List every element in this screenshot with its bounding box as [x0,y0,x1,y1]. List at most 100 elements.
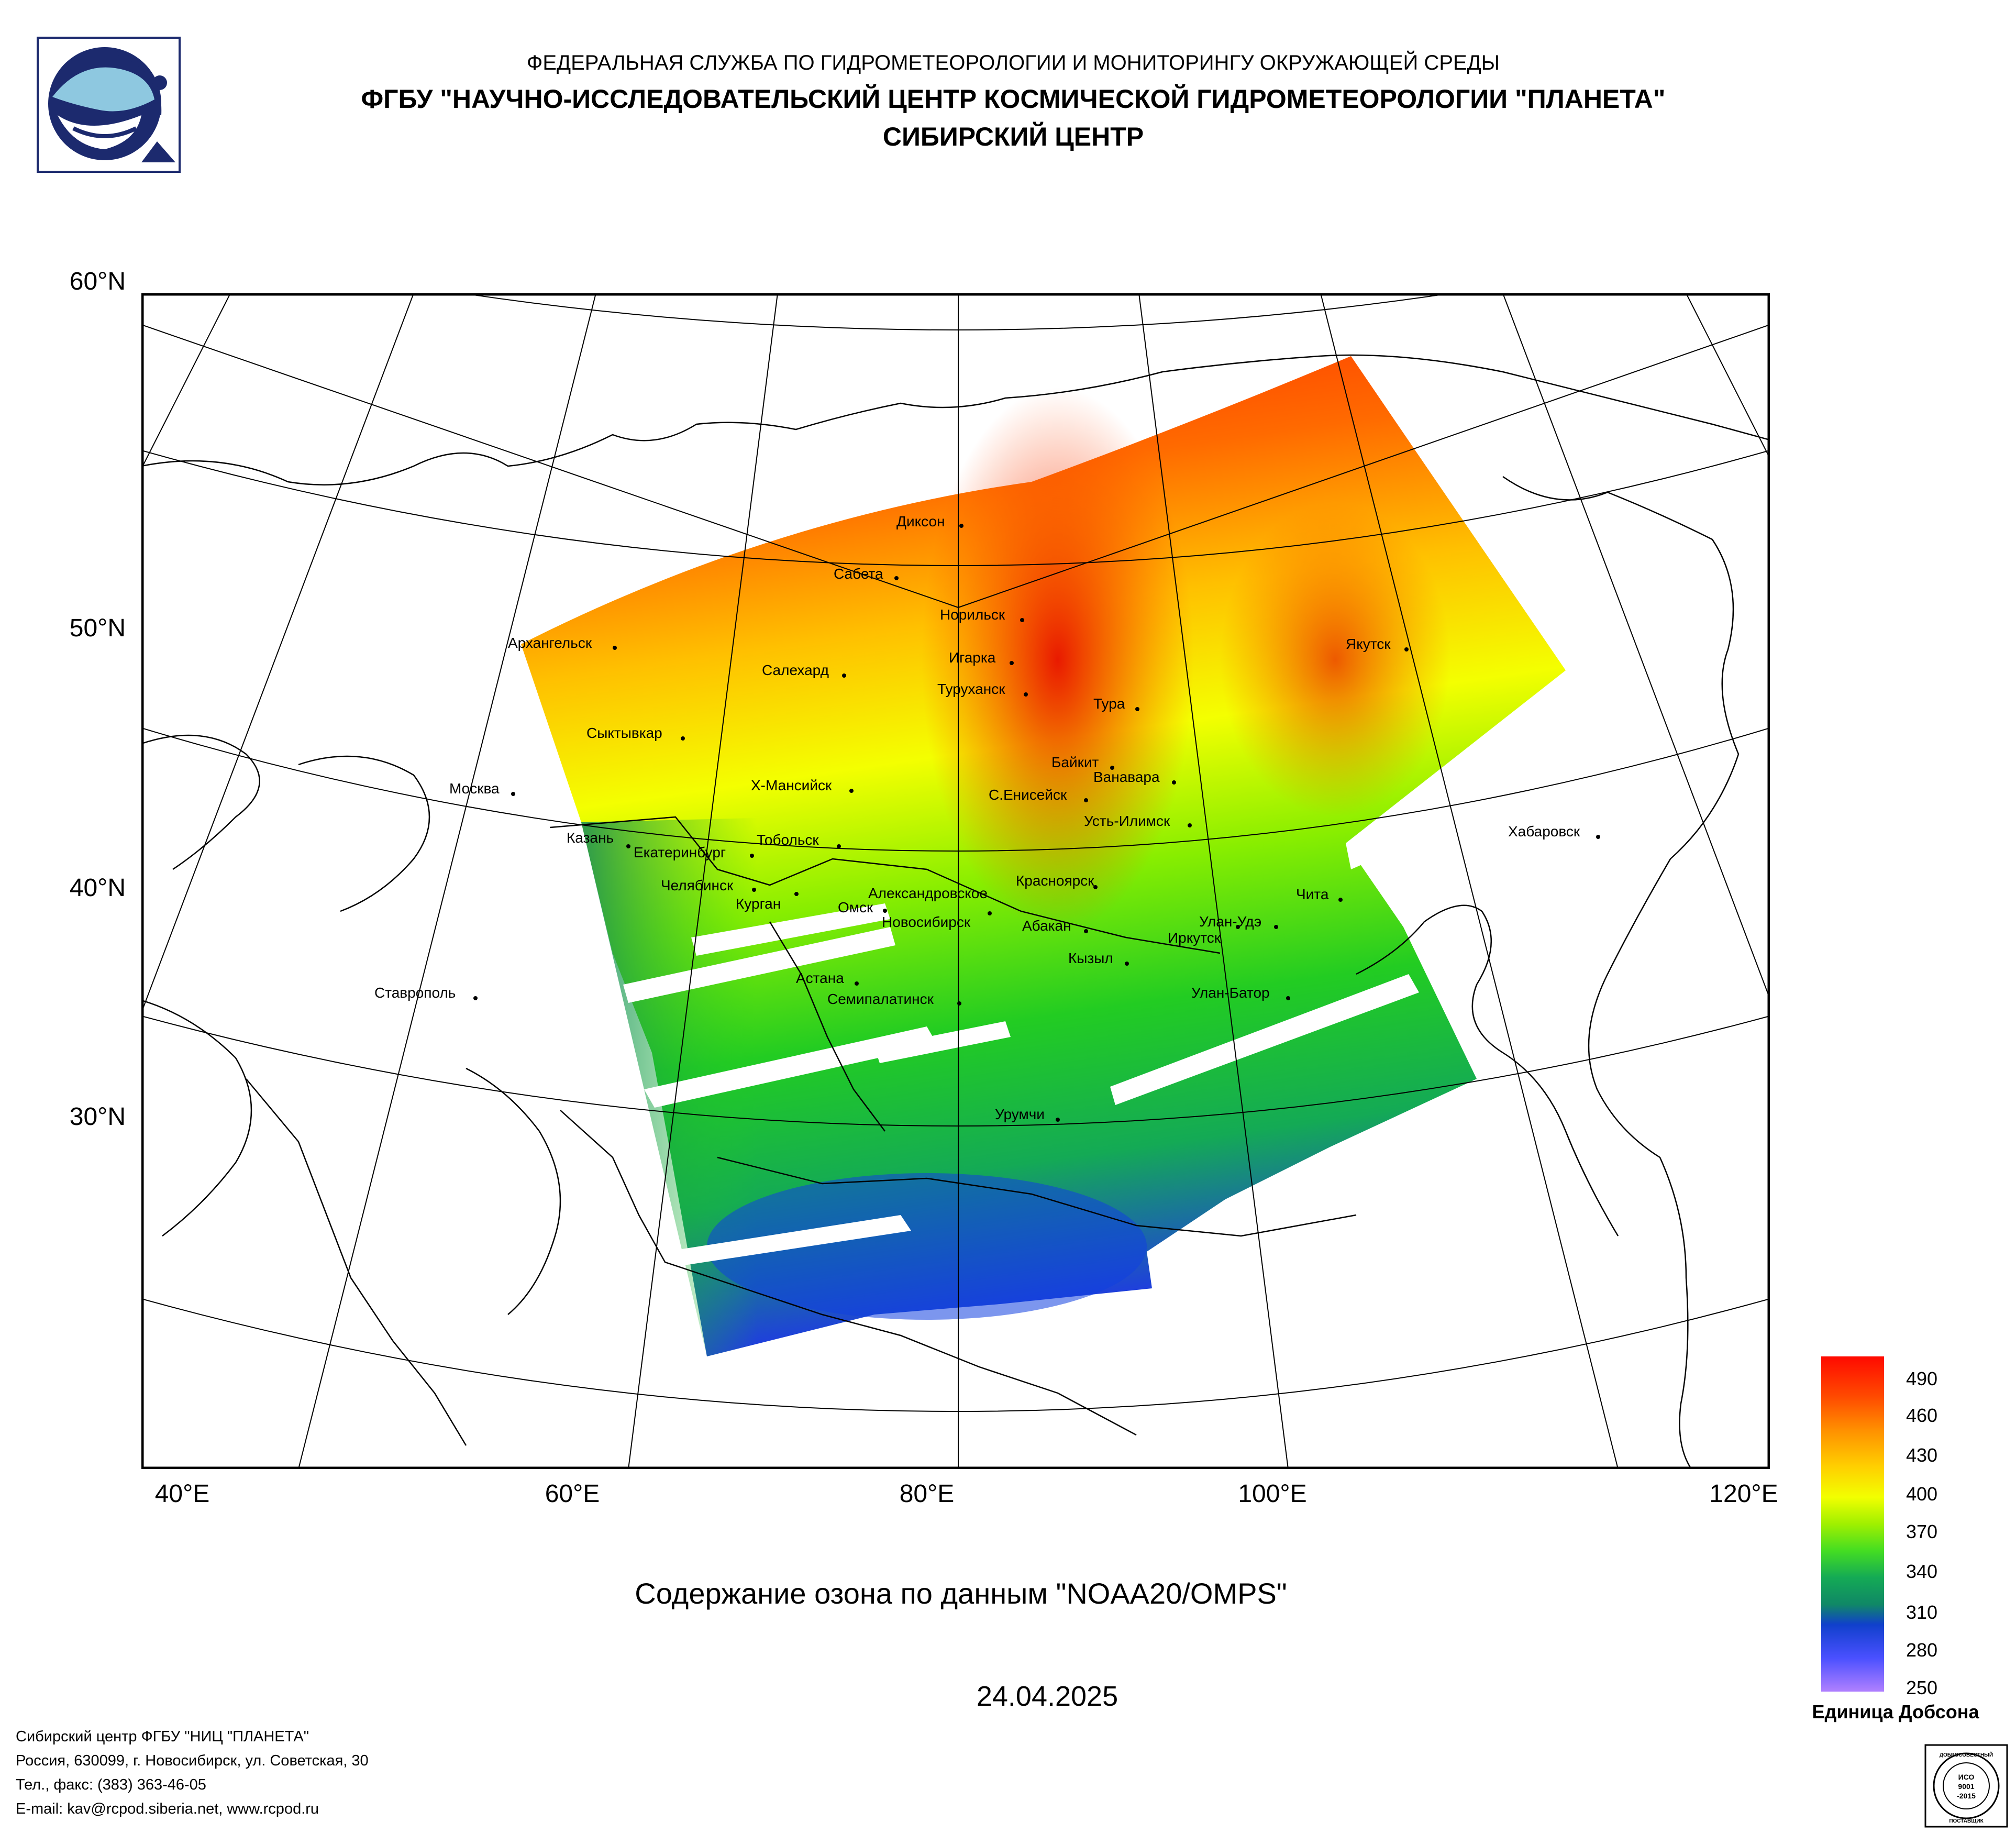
footer-phone: Тел., факс: (383) 363-46-05 [16,1776,206,1793]
legend-label-400: 400 [1906,1483,1938,1505]
city-dot [842,673,846,678]
ozone-map [141,293,1770,1469]
lat-label-30: 30°N [69,1103,126,1131]
iso-mid1: ИСО [1958,1773,1975,1781]
city-label: Урумчи [995,1106,1045,1122]
city-label: Ставрополь [374,985,456,1001]
city-dot [1236,925,1240,929]
lat-label-60: 60°N [69,268,126,295]
footer-email: E-mail: kav@rcpod.siberia.net, www.rcpod… [16,1801,319,1817]
city-dot [511,792,515,796]
legend-label-250: 250 [1906,1677,1938,1698]
city-dot [1596,835,1600,839]
city-label: Туруханск [937,681,1005,697]
city-label: Игарка [949,649,996,666]
city-dot [750,854,754,858]
iso-mid2: 9001 [1958,1782,1974,1791]
city-label: Кызыл [1068,950,1113,966]
city-dot [626,844,630,848]
city-label: Казань [567,830,614,846]
city-label: Диксон [896,513,945,529]
footer-address: Россия, 630099, г. Новосибирск, ул. Сове… [16,1752,369,1769]
city-label: Ванавара [1093,769,1160,785]
center-title: СИБИРСКИЙ ЦЕНТР [882,122,1144,151]
city-label: Сабета [834,566,883,582]
observation-date: 24.04.2025 [976,1681,1118,1712]
city-label: С.Енисейск [989,787,1067,803]
city-dot [1404,647,1409,652]
lon-label-60: 60°E [545,1480,600,1508]
chart-title: Содержание озона по данным "NOAA20/OMPS" [635,1577,1287,1610]
city-dot [1110,766,1114,770]
city-dot [959,524,963,528]
city-label: Москва [449,780,500,797]
city-dot [1286,996,1290,1000]
city-label: Сыктывкар [586,725,662,741]
city-dot [1010,661,1014,665]
agency-title: ФЕДЕРАЛЬНАЯ СЛУЖБА ПО ГИДРОМЕТЕОРОЛОГИИ … [526,51,1500,74]
city-label: Архангельск [508,635,592,651]
iso-bottom-text: ПОСТАВЩИК [1949,1818,1984,1824]
city-dot [1084,929,1088,933]
city-dot [752,888,756,892]
city-label: Чита [1296,886,1329,902]
city-label: Абакан [1022,918,1071,934]
city-dot [855,981,859,986]
city-label: Улан-Батор [1191,985,1270,1001]
lon-label-80: 80°E [899,1480,955,1508]
city-label: Омск [838,899,873,915]
legend-label-460: 460 [1906,1405,1938,1426]
city-dot [1135,707,1139,711]
institute-title: ФГБУ "НАУЧНО-ИССЛЕДОВАТЕЛЬСКИЙ ЦЕНТР КОС… [361,84,1666,114]
iso-top-text: ДОБРОСОВЕСТНЫЙ [1940,1751,1993,1758]
city-label: Астана [796,970,844,986]
legend-label-340: 340 [1906,1561,1938,1582]
legend-label-490: 490 [1906,1368,1938,1389]
iso-mid3: -2015 [1957,1792,1976,1800]
city-dot [849,789,854,793]
city-dot [1020,618,1024,622]
city-dot [1024,692,1028,697]
legend-label-430: 430 [1906,1444,1938,1466]
city-dot [883,909,887,913]
city-dot [1172,780,1176,785]
lat-label-40: 40°N [69,874,126,902]
city-label: Александровское [868,885,988,901]
iso-badge: ДОБРОСОВЕСТНЫЙ ИСО 9001 -2015 ПОСТАВЩИК [1924,1744,2008,1828]
city-label: Семипалатинск [827,991,934,1007]
city-label: Усть-Илимск [1084,813,1170,829]
city-dot [988,911,992,915]
city-dot [1338,898,1343,902]
city-dot [613,646,617,650]
legend-label-280: 280 [1906,1639,1938,1661]
city-label: Байкит [1051,754,1099,770]
city-label: Челябинск [661,877,734,893]
legend-units: Единица Добсона [1812,1701,1979,1722]
lat-label-50: 50°N [69,614,126,642]
city-label: Улан-Удэ [1199,913,1262,930]
city-dot [1084,798,1088,802]
ozone-colorbar [1821,1356,1884,1692]
city-dot [1188,823,1192,827]
city-dot [1274,925,1278,929]
city-dot [1056,1118,1060,1122]
city-label: Новосибирск [882,914,971,930]
city-label: Хабаровск [1508,823,1580,840]
city-label: Х-Мансийск [751,777,832,793]
city-label: Красноярск [1016,873,1094,889]
city-dot [1093,885,1098,889]
city-label: Иркутск [1168,930,1221,946]
city-dot [1125,962,1129,966]
city-dot [473,996,478,1000]
city-label: Тобольск [757,832,819,848]
legend-label-310: 310 [1906,1602,1938,1623]
city-label: Екатеринбург [634,844,726,860]
city-label: Салехард [762,662,829,678]
city-label: Тура [1093,695,1125,712]
lon-label-120: 120°E [1709,1480,1778,1508]
city-dot [957,1001,961,1006]
city-dot [894,576,899,580]
lon-label-100: 100°E [1238,1480,1307,1508]
city-dot [681,736,685,741]
lon-label-40: 40°E [154,1480,210,1508]
